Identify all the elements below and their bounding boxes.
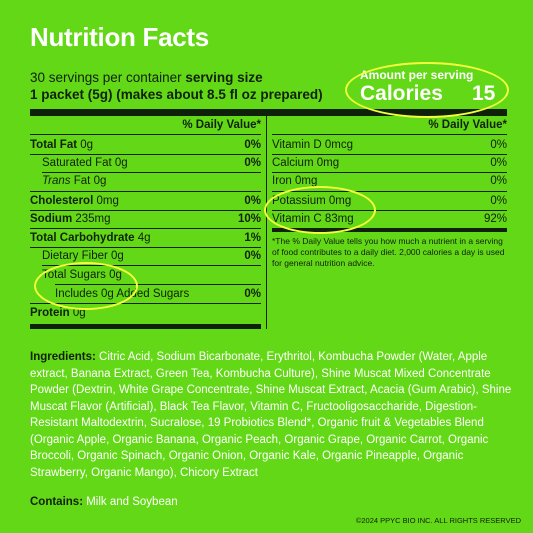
dv-vitamin-d: 0% xyxy=(490,139,507,151)
dv-cholesterol: 0% xyxy=(244,195,261,207)
divider xyxy=(272,210,507,211)
nutrition-facts-title: Nutrition Facts xyxy=(30,22,209,52)
contains-line: Contains: Milk and Soybean xyxy=(30,496,178,508)
divider xyxy=(272,154,507,155)
divider xyxy=(30,247,261,248)
nutrient-cholesterol: Cholesterol 0mg xyxy=(30,195,119,207)
divider xyxy=(55,284,261,285)
nutrient-iron: Iron 0mg xyxy=(272,175,318,187)
nutrient-total-carbohydrate: Total Carbohydrate 4g xyxy=(30,232,151,244)
left-dv-header: % Daily Value* xyxy=(182,119,261,131)
right-dv-header: % Daily Value* xyxy=(428,119,507,131)
divider xyxy=(30,154,261,155)
nutrient-protein: Protein 0g xyxy=(30,307,86,319)
nutrient-calcium: Calcium 0mg xyxy=(272,157,340,169)
divider xyxy=(30,191,261,192)
nutrient-total-fat: Total Fat 0g xyxy=(30,139,94,151)
divider xyxy=(272,191,507,192)
ingredients-text: Ingredients: Citric Acid, Sodium Bicarbo… xyxy=(30,351,512,479)
vitamin-c-highlight-circle xyxy=(264,186,376,234)
dv-total-fat: 0% xyxy=(244,139,261,151)
calories-highlight-circle xyxy=(345,62,509,118)
divider xyxy=(272,134,507,135)
nutrient-dietary-fiber: Dietary Fiber 0g xyxy=(42,250,124,262)
column-divider xyxy=(266,116,267,329)
divider xyxy=(30,210,261,211)
divider xyxy=(42,172,261,173)
daily-value-footnote: *The % Daily Value tells you how much a … xyxy=(272,236,505,268)
dv-iron: 0% xyxy=(490,175,507,187)
divider xyxy=(42,265,261,266)
serving-size-value: 1 packet (5g) (makes about 8.5 fl oz pre… xyxy=(30,87,323,102)
contains-label: Contains: xyxy=(30,496,84,508)
copyright-notice: ©2024 PPYC BIO INC. ALL RIGHTS RESERVED xyxy=(355,516,521,525)
nutrient-saturated-fat: Saturated Fat 0g xyxy=(42,157,128,169)
sugars-highlight-circle xyxy=(34,262,138,310)
thick-divider-bottom xyxy=(30,324,261,329)
serving-size-label: serving size xyxy=(185,70,263,85)
dv-vitamin-c: 92% xyxy=(483,213,507,225)
nutrient-vitamin-d: Vitamin D 0mcg xyxy=(272,139,353,151)
dv-potassium: 0% xyxy=(490,195,507,207)
dv-sodium: 10% xyxy=(237,213,261,225)
divider xyxy=(272,172,507,173)
divider xyxy=(272,228,507,232)
nutrient-trans-fat: Trans Fat 0g xyxy=(42,175,107,187)
nutrient-sodium: Sodium 235mg xyxy=(30,213,111,225)
dv-dietary-fiber: 0% xyxy=(244,250,261,262)
dv-saturated-fat: 0% xyxy=(244,157,261,169)
divider xyxy=(30,303,261,304)
ingredients-label: Ingredients: xyxy=(30,351,96,363)
servings-count: 30 servings per container xyxy=(30,70,186,85)
thick-divider xyxy=(30,109,507,116)
divider xyxy=(30,134,261,135)
dv-calcium: 0% xyxy=(490,157,507,169)
dv-total-carbohydrate: 1% xyxy=(244,232,261,244)
divider xyxy=(30,228,261,229)
servings-line: 30 servings per container serving size xyxy=(30,70,263,85)
dv-added-sugars: 0% xyxy=(244,288,261,300)
